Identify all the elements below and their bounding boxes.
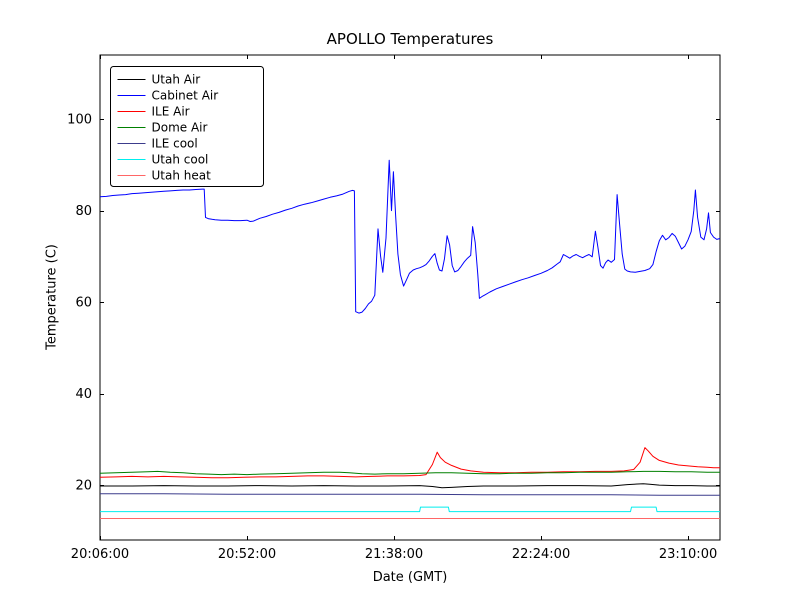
legend-label-utah-heat: Utah heat — [152, 169, 212, 183]
legend-label-dome-air: Dome Air — [152, 121, 208, 135]
y-axis-label: Temperature (C) — [44, 244, 60, 350]
series-line-ile-cool — [100, 493, 720, 496]
x-tick-label: 20:52:00 — [218, 547, 276, 562]
legend: Utah Air Cabinet Air ILE Air Dome Air ILE co… — [110, 66, 264, 187]
x-tick-label: 21:38:00 — [365, 547, 423, 562]
series-line-utah-air — [100, 483, 720, 489]
y-tick-label: 100 — [67, 113, 92, 128]
legend-label-utah-cool: Utah cool — [152, 153, 209, 167]
plot-border — [99, 54, 721, 541]
y-tick-label: 80 — [75, 204, 92, 219]
legend-box — [110, 66, 264, 187]
legend-label-ile-cool: ILE cool — [152, 137, 198, 151]
series-line-ile-air — [99, 447, 720, 479]
legend-label-utah-air: Utah Air — [152, 73, 201, 87]
y-tick-label: 40 — [75, 387, 92, 402]
series-line-utah-cool — [100, 506, 720, 513]
x-tick-label: 23:10:00 — [659, 547, 717, 562]
legend-label-cabinet-air: Cabinet Air — [152, 89, 219, 103]
y-tick-label: 60 — [75, 296, 92, 311]
chart-title: APOLLO Temperatures — [326, 30, 494, 48]
series-line-cabinet-air — [99, 159, 721, 314]
x-tick-label: 22:24:00 — [512, 547, 570, 562]
y-tick-label: 20 — [75, 479, 92, 494]
series-line-dome-air — [99, 470, 720, 476]
x-axis-label: Date (GMT) — [372, 570, 448, 585]
x-tick-label: 20:06:00 — [71, 547, 129, 562]
legend-label-ile-air: ILE Air — [152, 105, 190, 119]
